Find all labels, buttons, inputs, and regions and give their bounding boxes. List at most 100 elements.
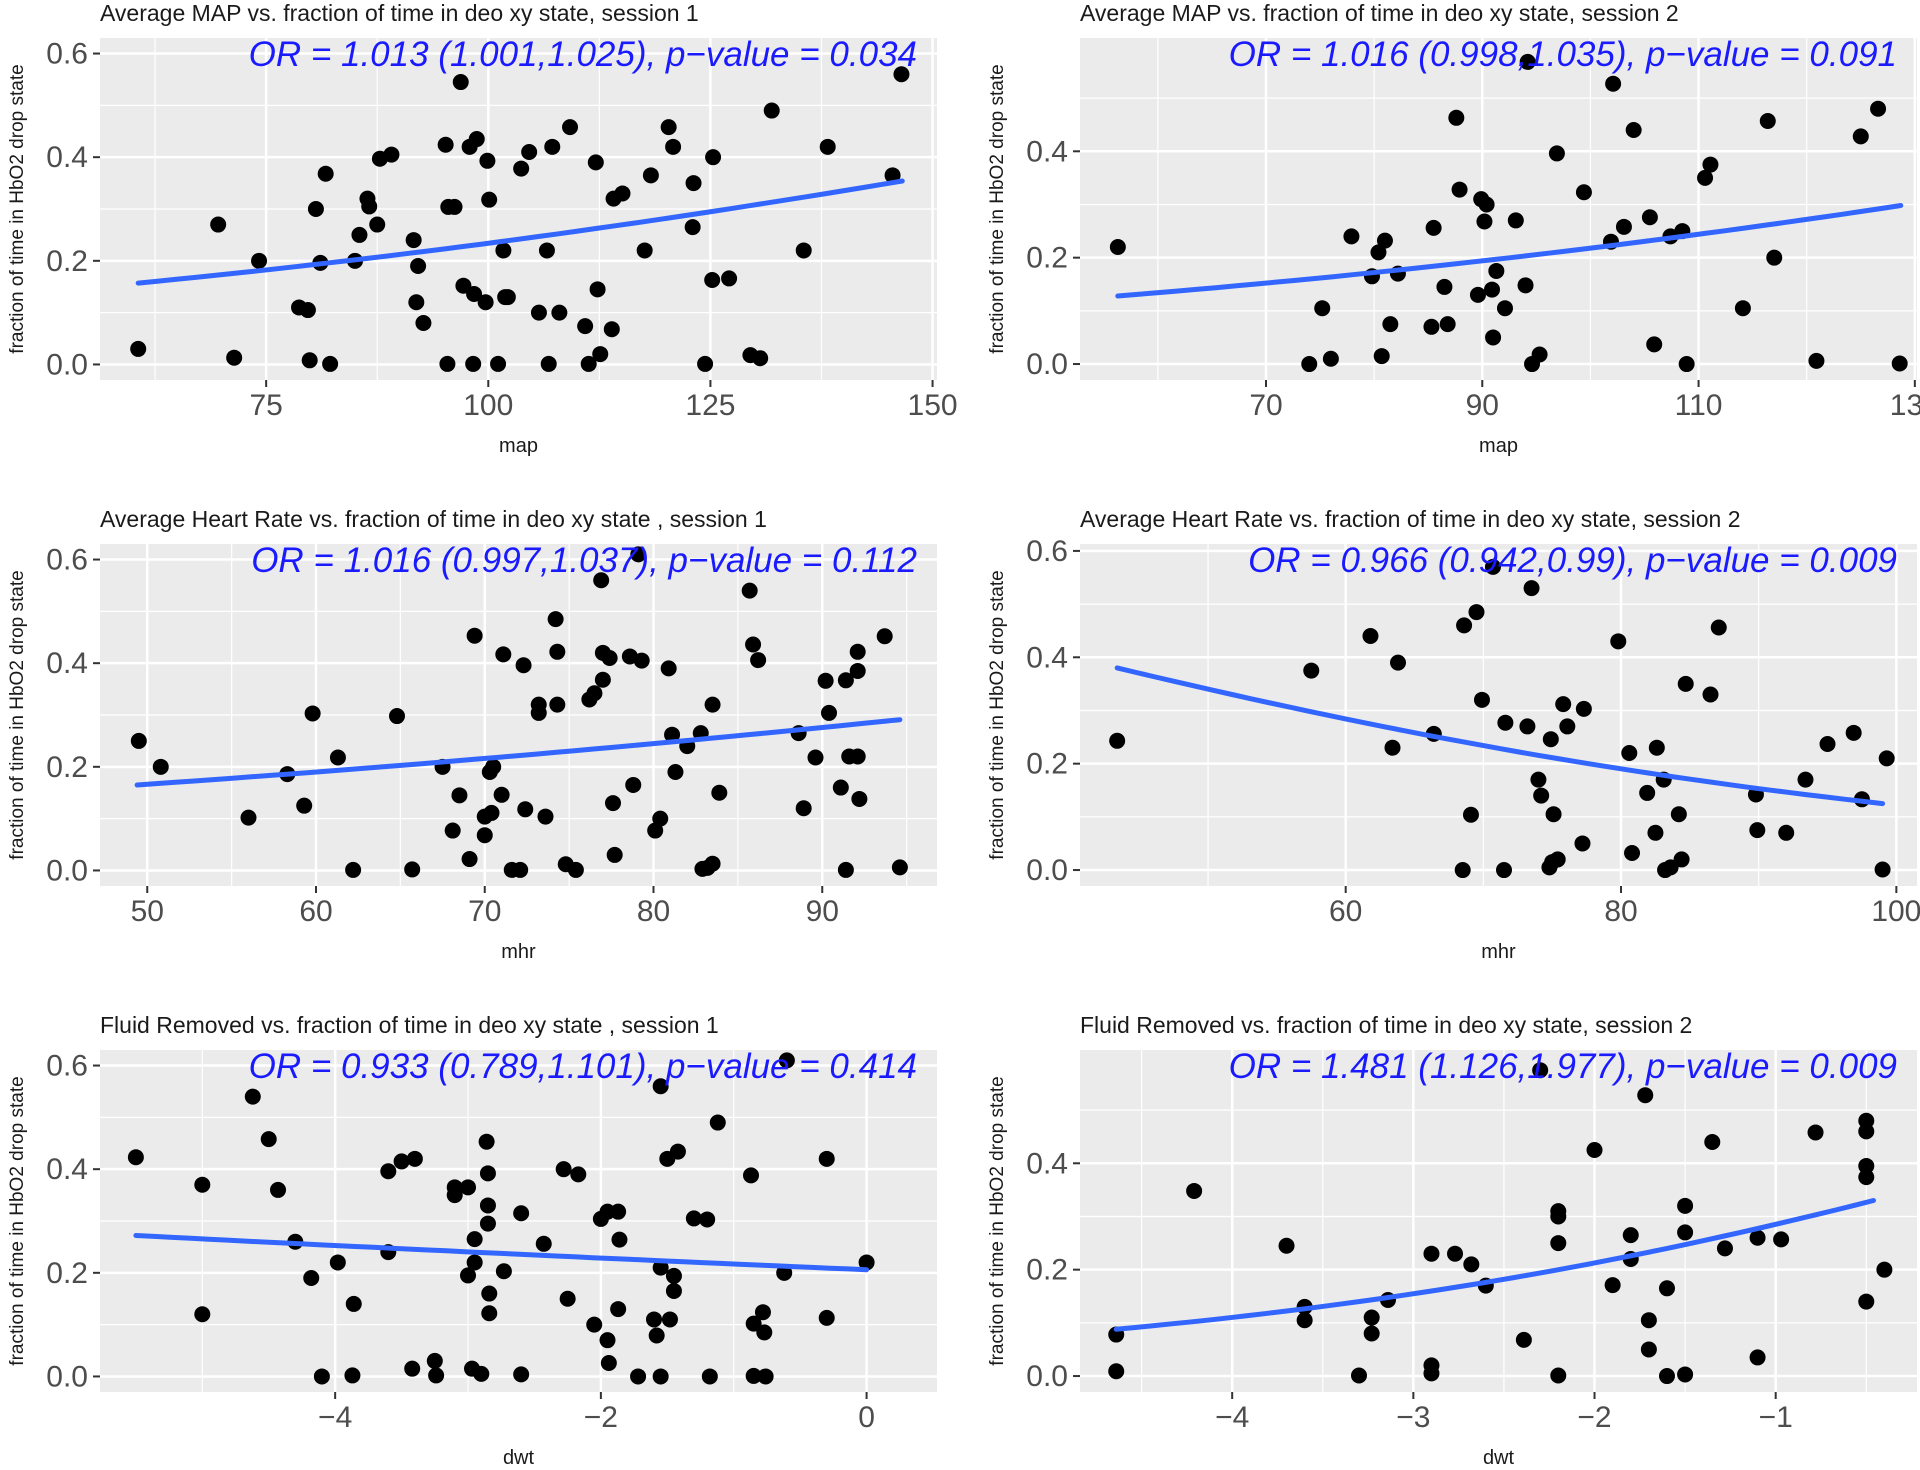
data-point [130, 340, 147, 357]
data-point [1476, 213, 1493, 230]
data-point [605, 795, 621, 812]
data-point [544, 138, 561, 155]
y-tick-label: 0.2 [1026, 748, 1068, 781]
data-point [1425, 219, 1442, 236]
data-point [807, 749, 824, 766]
x-axis-label: mhr [1481, 941, 1516, 963]
data-point [704, 696, 721, 713]
data-point [884, 167, 901, 184]
data-point [452, 74, 469, 91]
data-point [1797, 771, 1814, 788]
data-point [551, 304, 568, 321]
panel-background [1080, 38, 1917, 380]
data-point [404, 1360, 421, 1377]
data-point [570, 1166, 587, 1183]
data-point [1488, 262, 1505, 279]
data-point [555, 1161, 572, 1178]
data-point [194, 1306, 211, 1323]
data-point [512, 861, 529, 878]
data-point [1303, 662, 1320, 679]
data-point [593, 572, 610, 589]
data-point [1439, 316, 1456, 333]
x-axis-label: map [499, 435, 538, 457]
data-point [1555, 696, 1572, 713]
scatter-panel-2: 70 90 110 130 0.0 0.2 0.4 Average MAP vs. fract… [987, 0, 1920, 457]
y-tick-label: 0.0 [46, 348, 88, 381]
data-point [1586, 1141, 1603, 1158]
data-point [648, 1327, 665, 1344]
data-point [1390, 654, 1407, 671]
y-tick-label: 0.2 [1026, 1254, 1068, 1287]
data-point [704, 271, 721, 288]
data-point [586, 685, 603, 702]
data-point [1640, 1341, 1657, 1358]
data-point [754, 1304, 771, 1321]
data-point [1447, 1245, 1464, 1262]
data-point [1648, 739, 1665, 756]
data-point [562, 119, 579, 136]
data-point [530, 304, 547, 321]
data-point [439, 355, 456, 372]
data-point [697, 355, 714, 372]
data-point [1575, 184, 1592, 201]
y-axis-label: fraction of time in HbO2 drop state [7, 1076, 28, 1365]
data-point [1646, 336, 1663, 353]
data-point [299, 302, 316, 319]
data-point [1531, 346, 1548, 363]
data-point [580, 355, 597, 372]
data-point [611, 1231, 628, 1248]
data-point [817, 672, 834, 689]
data-point [304, 705, 321, 722]
data-point [876, 628, 893, 645]
data-point [437, 136, 454, 153]
chart-title: Average Heart Rate vs. fraction of time … [100, 506, 767, 532]
data-point [513, 1366, 530, 1383]
data-point [577, 318, 594, 335]
x-tick-label: 60 [299, 895, 332, 928]
x-axis-label: map [1479, 435, 1518, 457]
data-point [1759, 112, 1776, 129]
data-point [652, 1368, 669, 1385]
data-point [745, 1367, 762, 1384]
data-point [1891, 355, 1908, 372]
data-point [610, 1203, 627, 1220]
y-axis-label: fraction of time in HbO2 drop state [7, 64, 28, 353]
data-point [1545, 806, 1562, 823]
data-point [1454, 862, 1471, 879]
data-point [1451, 181, 1468, 198]
data-point [1507, 212, 1524, 229]
data-point [601, 650, 618, 666]
data-point [832, 779, 849, 796]
data-point [406, 1150, 423, 1167]
data-point [490, 355, 507, 372]
data-point [499, 289, 516, 306]
data-point [893, 66, 910, 83]
data-point [1749, 822, 1766, 839]
data-point [606, 846, 623, 863]
data-point [479, 1197, 496, 1214]
data-point [1624, 845, 1641, 862]
data-point [1533, 787, 1550, 804]
data-point [1532, 1062, 1549, 1079]
data-point [778, 1052, 795, 1069]
data-point [535, 1235, 552, 1252]
data-point [1363, 1309, 1380, 1326]
data-point [1677, 675, 1694, 692]
data-point [1550, 1208, 1567, 1225]
data-point [745, 636, 762, 653]
data-point [1749, 1349, 1766, 1366]
data-point [1550, 1235, 1567, 1252]
x-tick-label: 70 [1249, 389, 1282, 422]
data-point [466, 627, 483, 644]
data-point [466, 285, 483, 302]
data-point [303, 1270, 320, 1286]
data-point [1468, 604, 1485, 621]
data-point [380, 1163, 397, 1180]
data-point [521, 144, 538, 160]
data-point [1874, 861, 1891, 878]
data-point [1108, 1363, 1125, 1380]
data-point [426, 1352, 443, 1369]
data-point [538, 242, 555, 259]
x-tick-label: 100 [463, 389, 513, 422]
data-point [446, 1187, 463, 1204]
